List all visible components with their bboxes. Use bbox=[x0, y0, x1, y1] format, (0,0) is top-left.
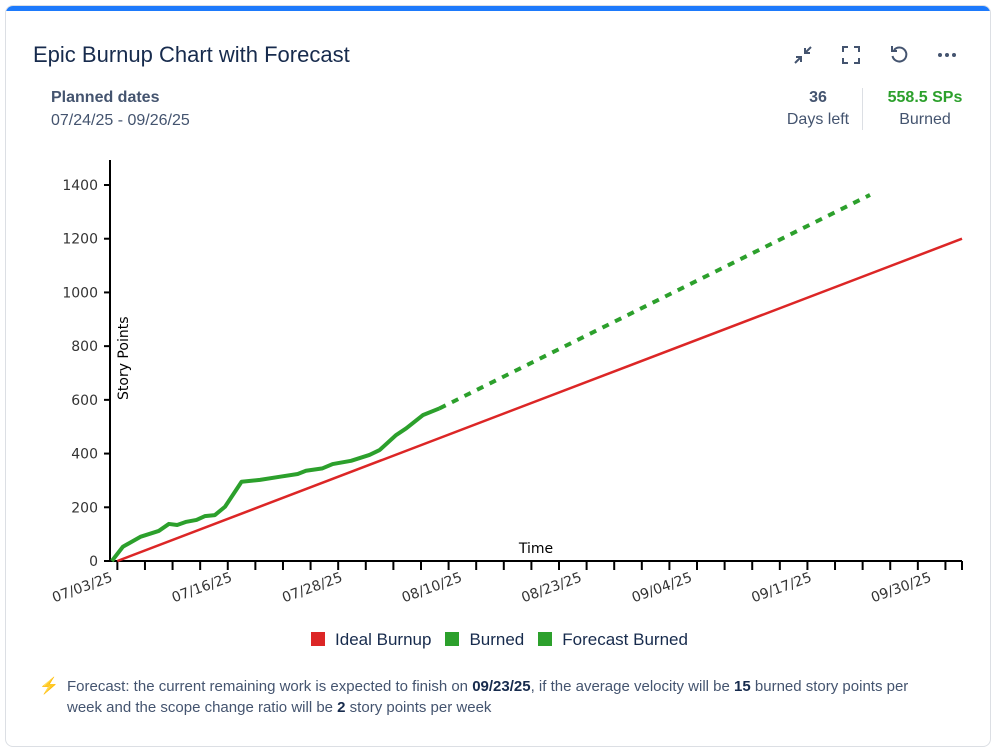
days-left-value: 36 bbox=[809, 89, 827, 106]
x-tick-label: 07/28/25 bbox=[280, 570, 345, 607]
more-icon[interactable] bbox=[934, 42, 960, 68]
forecast-date: 09/23/25 bbox=[472, 678, 531, 695]
burned-value: 558.5 SPs bbox=[887, 89, 963, 106]
legend-item-forecast[interactable]: Forecast Burned bbox=[538, 630, 688, 650]
y-tick-label: 600 bbox=[71, 393, 98, 409]
forecast-text: Forecast: the current remaining work is … bbox=[67, 678, 473, 695]
forecast-text: , if the average velocity will be bbox=[530, 678, 735, 695]
y-tick-label: 400 bbox=[71, 447, 98, 463]
days-left-stat: 36 Days left bbox=[778, 89, 858, 129]
stat-divider bbox=[862, 88, 863, 130]
series-forecast-burned bbox=[438, 193, 871, 411]
x-tick-label: 08/23/25 bbox=[519, 570, 584, 607]
forecast-note: ⚡ Forecast: the current remaining work i… bbox=[39, 676, 947, 718]
y-axis-label: Story Points bbox=[116, 317, 132, 401]
planned-dates-label: Planned dates bbox=[51, 89, 160, 106]
series-burned bbox=[110, 406, 441, 563]
y-tick-label: 800 bbox=[71, 339, 98, 355]
burned-label: Burned bbox=[899, 111, 951, 128]
x-tick-label: 07/03/25 bbox=[50, 570, 115, 607]
x-tick-label: 09/04/25 bbox=[630, 570, 695, 607]
y-tick-label: 1200 bbox=[62, 232, 98, 248]
legend-label: Burned bbox=[469, 630, 525, 649]
y-tick-label: 1000 bbox=[62, 285, 98, 301]
y-tick-label: 0 bbox=[89, 554, 98, 570]
fullscreen-icon[interactable] bbox=[838, 42, 864, 68]
legend-swatch bbox=[311, 632, 326, 646]
accent-bar bbox=[6, 6, 990, 11]
x-axis-label: Time bbox=[518, 541, 553, 557]
chart-legend: Ideal Burnup Burned Forecast Burned bbox=[0, 630, 999, 650]
x-tick-label: 08/10/25 bbox=[400, 570, 465, 607]
x-tick-label: 09/30/25 bbox=[869, 570, 934, 607]
burnup-card: Epic Burnup Chart with Forecast bbox=[5, 5, 991, 747]
card-title: Epic Burnup Chart with Forecast bbox=[33, 42, 350, 67]
y-tick-label: 1400 bbox=[62, 178, 98, 194]
lightning-icon: ⚡ bbox=[39, 678, 59, 695]
x-tick-label: 09/17/25 bbox=[749, 570, 814, 607]
x-tick-label: 07/16/25 bbox=[170, 570, 235, 607]
forecast-text: burned story points per week and the sco… bbox=[67, 678, 909, 716]
refresh-icon[interactable] bbox=[886, 42, 912, 68]
minimize-icon[interactable] bbox=[790, 42, 816, 68]
legend-swatch bbox=[538, 632, 553, 646]
forecast-velocity: 15 bbox=[734, 678, 751, 695]
forecast-text: story points per week bbox=[345, 699, 492, 716]
planned-dates-value: 07/24/25 - 09/26/25 bbox=[51, 112, 190, 129]
legend-item-ideal[interactable]: Ideal Burnup bbox=[311, 630, 431, 650]
series-ideal-burnup bbox=[116, 237, 963, 563]
legend-label: Forecast Burned bbox=[562, 630, 688, 649]
legend-label: Ideal Burnup bbox=[335, 630, 432, 649]
days-left-label: Days left bbox=[786, 111, 850, 128]
y-tick-label: 200 bbox=[71, 500, 98, 516]
legend-item-burned[interactable]: Burned bbox=[445, 630, 524, 650]
burned-stat: 558.5 SPs Burned bbox=[870, 89, 980, 129]
forecast-scope: 2 bbox=[337, 699, 346, 716]
legend-swatch bbox=[445, 632, 460, 646]
